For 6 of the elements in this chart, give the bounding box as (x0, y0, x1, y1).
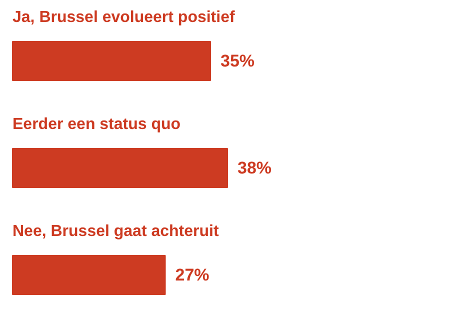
y-tick-label: Nee, Brussel gaat achteruit (12, 223, 220, 240)
y-tick-label: Ja, Brussel evolueert positief (12, 9, 236, 26)
data-label: 35% (220, 52, 255, 70)
data-label: 27% (175, 266, 210, 284)
y-tick-label: Eerder een status quo (12, 116, 181, 133)
data-label: 38% (238, 158, 272, 178)
